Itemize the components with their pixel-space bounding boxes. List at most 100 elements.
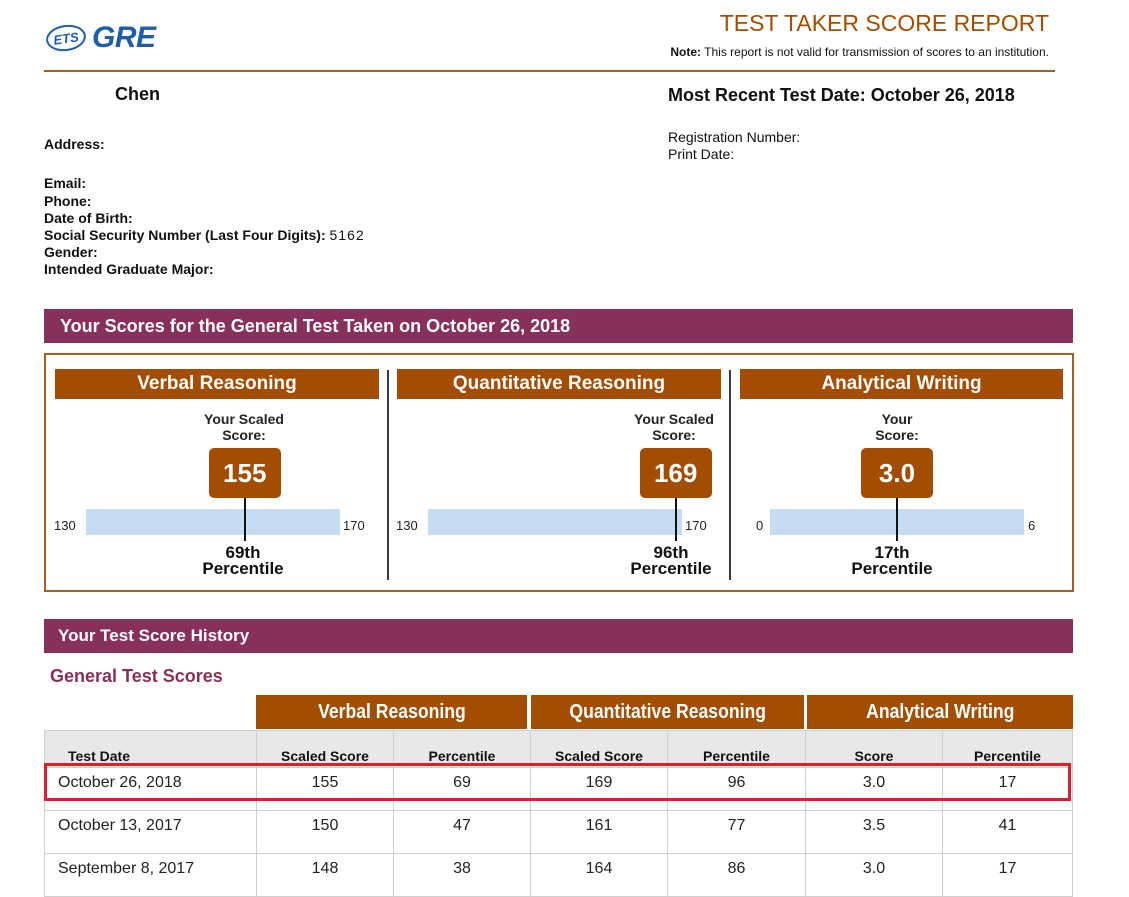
writing-score-bubble: 3.0 — [861, 448, 933, 498]
table-cell: 17 — [942, 767, 1073, 811]
registration-number-label: Registration Number: — [668, 129, 801, 145]
scores-section-header: Your Scores for the General Test Taken o… — [44, 309, 1073, 343]
percentile-value: 69th — [225, 543, 261, 562]
verbal-scale-min: 130 — [54, 518, 76, 533]
score-label-line: Your Scaled — [634, 411, 714, 427]
history-group-quant: Quantitative Reasoning — [531, 695, 804, 729]
table-cell: 17 — [942, 853, 1073, 897]
ets-logo-mark: ETS — [44, 22, 88, 54]
table-cell: 161 — [530, 810, 668, 854]
verbal-score-needle — [243, 498, 246, 541]
column-header: Percentile — [942, 730, 1073, 768]
gender-label: Gender: — [44, 244, 98, 260]
score-history-table: Test Date Scaled Score Percentile Scaled… — [44, 730, 1073, 897]
history-group-label: Quantitative Reasoning — [569, 701, 766, 723]
phone-label: Phone: — [44, 193, 92, 209]
history-group-writing: Analytical Writing — [807, 695, 1073, 729]
table-cell: 148 — [256, 853, 394, 897]
score-label-line: Your Scaled — [204, 411, 284, 427]
column-header: Scaled Score — [256, 730, 394, 768]
table-cell: 41 — [942, 810, 1073, 854]
percentile-word: Percentile — [851, 559, 933, 578]
writing-score-needle — [896, 498, 898, 541]
writing-scale-min: 0 — [756, 518, 764, 533]
table-cell: 86 — [667, 853, 806, 897]
verbal-score-label: Your Scaled Score: — [184, 411, 304, 443]
verbal-score-bubble: 155 — [208, 448, 281, 498]
table-cell: 169 — [530, 767, 668, 811]
writing-scale-max: 6 — [1028, 518, 1036, 533]
scores-box — [44, 353, 1074, 592]
quant-percentile: 96th Percentile — [611, 543, 731, 578]
score-label-line: Score: — [875, 427, 919, 443]
writing-percentile: 17th Percentile — [832, 543, 952, 578]
score-divider — [387, 370, 389, 580]
history-column-headers: Test Date Scaled Score Percentile Scaled… — [44, 730, 1073, 768]
verbal-percentile: 69th Percentile — [183, 543, 303, 577]
report-title: TEST TAKER SCORE REPORT — [719, 10, 1049, 36]
table-row: October 13, 2017 150 47 161 77 3.5 41 — [44, 810, 1073, 854]
table-cell: 38 — [393, 853, 531, 897]
score-history-header: Your Test Score History — [44, 619, 1073, 653]
history-group-verbal: Verbal Reasoning — [256, 695, 527, 729]
score-divider — [729, 370, 731, 580]
ssn-row: Social Security Number (Last Four Digits… — [44, 227, 365, 243]
column-header: Score — [805, 730, 943, 768]
email-label: Email: — [44, 175, 87, 191]
percentile-value: 96th — [653, 543, 689, 562]
dob-label: Date of Birth: — [44, 210, 133, 226]
registration-info: Registration Number: Print Date: — [668, 129, 800, 163]
header-divider — [44, 70, 1055, 72]
table-cell: 3.0 — [805, 767, 943, 811]
score-label-line: Your — [881, 411, 913, 427]
column-header: Percentile — [393, 730, 531, 768]
table-cell: 96 — [667, 767, 806, 811]
table-cell: October 13, 2017 — [44, 810, 257, 854]
report-note-text: This report is not valid for transmissio… — [701, 45, 1049, 59]
quant-scale-max: 170 — [685, 518, 707, 533]
address-label: Address: — [44, 136, 105, 152]
quant-scale-min: 130 — [396, 518, 418, 533]
writing-section-header: Analytical Writing — [740, 369, 1063, 399]
table-row: September 8, 2017 148 38 164 86 3.0 17 — [44, 853, 1073, 897]
table-row: October 26, 2018 155 69 169 96 3.0 17 — [44, 767, 1073, 811]
table-cell: 3.0 — [805, 853, 943, 897]
report-note-label: Note: — [670, 45, 702, 59]
column-header: Percentile — [667, 730, 806, 768]
history-group-label: Analytical Writing — [865, 701, 1015, 723]
print-date-label: Print Date: — [668, 146, 735, 162]
quant-score-needle — [674, 498, 677, 541]
history-group-label: Verbal Reasoning — [317, 701, 466, 723]
table-cell: 47 — [393, 810, 531, 854]
score-label-line: Score: — [652, 427, 696, 443]
score-label-line: Score: — [222, 427, 266, 443]
table-cell: October 26, 2018 — [44, 767, 257, 811]
ets-gre-logo: ETS GRE — [44, 18, 156, 58]
ssn-value: 5162 — [329, 227, 365, 243]
report-note: Note: This report is not valid for trans… — [670, 45, 1049, 59]
ssn-label: Social Security Number (Last Four Digits… — [44, 227, 326, 243]
quant-section-header: Quantitative Reasoning — [397, 369, 721, 399]
writing-score-label: Your Score: — [837, 411, 957, 443]
verbal-scale-max: 170 — [343, 518, 365, 533]
general-test-scores-title: General Test Scores — [50, 666, 223, 686]
quant-score-label: Your Scaled Score: — [614, 411, 734, 443]
percentile-value: 17th — [874, 543, 910, 562]
column-header: Test Date — [44, 730, 257, 768]
quant-score-bubble: 169 — [639, 448, 712, 498]
candidate-name: Chen — [115, 84, 160, 104]
quant-scale-bar — [428, 509, 682, 535]
table-cell: 3.5 — [805, 810, 943, 854]
percentile-word: Percentile — [630, 559, 712, 578]
major-label: Intended Graduate Major: — [44, 261, 214, 277]
gre-logo-text: GRE — [92, 21, 156, 54]
highlight-box — [44, 763, 1071, 801]
column-header: Scaled Score — [530, 730, 668, 768]
table-cell: September 8, 2017 — [44, 853, 257, 897]
table-cell: 77 — [667, 810, 806, 854]
verbal-section-header: Verbal Reasoning — [55, 369, 379, 399]
table-cell: 69 — [393, 767, 531, 811]
verbal-scale-bar — [86, 509, 340, 535]
table-cell: 150 — [256, 810, 394, 854]
table-cell: 164 — [530, 853, 668, 897]
